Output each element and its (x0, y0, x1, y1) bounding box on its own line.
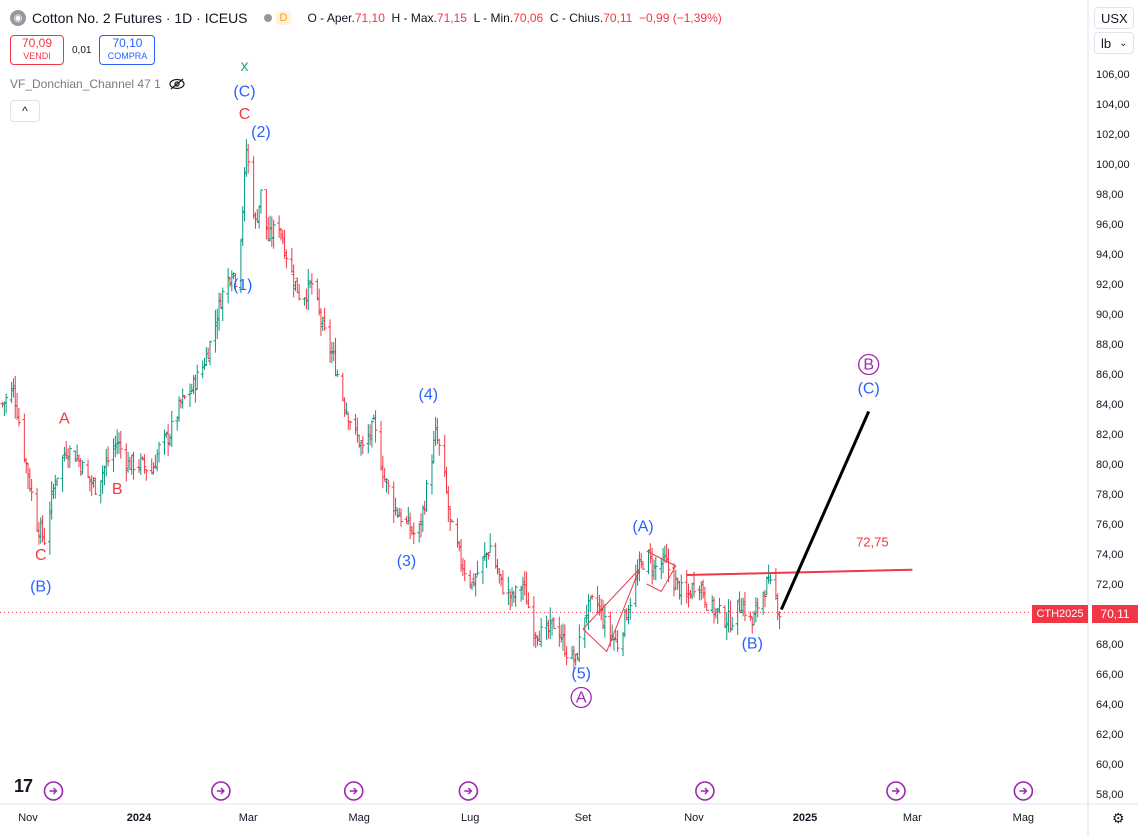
y-tick-label: 102,00 (1096, 129, 1130, 141)
wave-label: C (35, 547, 47, 564)
x-tick-label: Nov (18, 812, 38, 824)
wave-label: (2) (251, 124, 271, 141)
resistance-label: 72,75 (856, 535, 889, 550)
wave-label: C (239, 106, 251, 123)
event-marker-icon (43, 781, 64, 801)
wave-label: B (112, 481, 123, 498)
wave-circle (858, 353, 880, 376)
event-marker-icon (886, 781, 906, 801)
y-tick-label: 98,00 (1096, 189, 1124, 201)
wave-label: (5) (571, 666, 591, 683)
y-tick-label: 88,00 (1096, 339, 1124, 351)
y-tick-label: 78,00 (1096, 489, 1124, 501)
spread-value: 0,01 (72, 44, 92, 56)
x-tick-label: Lug (461, 812, 479, 824)
symbol-title[interactable]: Cotton No. 2 Futures · 1D · ICEUS (32, 10, 248, 26)
y-tick-label: 84,00 (1096, 399, 1124, 411)
x-tick-label: Mar (239, 812, 258, 824)
wave-label: A (59, 411, 70, 428)
y-tick-label: 94,00 (1096, 249, 1124, 261)
y-tick-label: 62,00 (1096, 729, 1124, 741)
wave-label: (A) (632, 519, 653, 536)
sell-button[interactable]: 70,09 VENDI (10, 35, 64, 65)
x-tick-label: Nov (684, 812, 704, 824)
wave-label: (B) (742, 636, 763, 653)
wave-label: A (576, 690, 587, 707)
last-price-tag: 70,11 (1092, 605, 1138, 623)
indicator-label[interactable]: VF_Donchian_Channel 47 1 (10, 77, 161, 91)
x-tick-label: Mag (1013, 812, 1034, 824)
wave-label: (1) (233, 277, 253, 294)
event-arrow-icon (464, 787, 473, 795)
event-arrow-icon (49, 787, 58, 795)
wave-label: (4) (419, 387, 439, 404)
ohlc-values: O - Aper.71,10 H - Max.71,15 L - Min.70,… (307, 11, 722, 25)
indicator-legend[interactable]: VF_Donchian_Channel 47 1 (10, 77, 185, 91)
tradingview-logo-icon[interactable]: 17 (14, 776, 33, 796)
y-tick-label: 64,00 (1096, 699, 1124, 711)
y-tick-label: 66,00 (1096, 669, 1124, 681)
y-tick-label: 58,00 (1096, 789, 1124, 801)
event-arrow-icon (349, 787, 358, 795)
event-marker-icon (1013, 781, 1034, 801)
y-tick-label: 72,00 (1096, 579, 1124, 591)
market-status-icon[interactable] (263, 14, 272, 22)
eye-hidden-icon[interactable] (169, 78, 185, 90)
event-arrow-icon (891, 787, 900, 795)
wave-label: B (863, 357, 874, 374)
x-tick-label: 2024 (127, 812, 152, 824)
event-arrow-icon (700, 787, 709, 795)
event-marker-icon (343, 781, 364, 801)
wave-label: (3) (397, 553, 417, 570)
wave-label: (C) (858, 381, 880, 398)
resistance-line (686, 568, 913, 576)
collapse-legend-button[interactable]: ^ (10, 100, 40, 122)
symbol-logo-icon[interactable]: ◉ (10, 10, 26, 26)
event-marker-icon (458, 781, 479, 801)
x-tick-label: Mag (348, 812, 369, 824)
wave-circle (570, 686, 592, 709)
y-tick-label: 76,00 (1096, 519, 1124, 531)
projection-line (779, 410, 871, 611)
y-tick-label: 90,00 (1096, 309, 1124, 321)
y-tick-label: 74,00 (1096, 549, 1124, 561)
x-tick-label: Mar (903, 812, 922, 824)
trade-panel: 70,09 VENDI 0,01 70,10 COMPRA (10, 35, 156, 65)
settings-gear-icon[interactable]: ⚙ (1112, 810, 1125, 826)
triangle-annotation (646, 550, 677, 593)
change-value: −0,99 (−1,39%) (639, 11, 722, 25)
currency-selector[interactable]: USX (1094, 7, 1134, 29)
chevron-down-icon: ⌄ (1119, 37, 1128, 49)
wave-label: x (241, 58, 249, 75)
y-tick-label: 80,00 (1096, 459, 1124, 471)
event-arrow-icon (1019, 787, 1028, 795)
y-tick-label: 104,00 (1096, 99, 1130, 111)
x-tick-label: 2025 (793, 812, 817, 824)
y-tick-label: 60,00 (1096, 759, 1124, 771)
event-marker-icon (211, 781, 231, 801)
y-tick-label: 106,00 (1096, 69, 1130, 81)
y-tick-label: 86,00 (1096, 369, 1124, 381)
x-tick-label: Set (575, 812, 592, 824)
y-tick-label: 68,00 (1096, 639, 1124, 651)
triangle-annotation (582, 568, 640, 653)
symbol-price-tag: CTH2025 (1032, 605, 1088, 623)
chart-header: ◉ Cotton No. 2 Futures · 1D · ICEUS D O … (10, 8, 722, 28)
y-tick-label: 82,00 (1096, 429, 1124, 441)
unit-selector[interactable]: lb ⌄ (1094, 32, 1134, 54)
wave-label: (B) (30, 579, 51, 596)
y-tick-label: 100,00 (1096, 159, 1130, 171)
event-arrow-icon (216, 787, 225, 795)
buy-button[interactable]: 70,10 COMPRA (99, 35, 156, 65)
y-tick-label: 96,00 (1096, 219, 1124, 231)
event-marker-icon (695, 781, 715, 801)
wave-label: (C) (233, 84, 255, 101)
y-tick-label: 92,00 (1096, 279, 1124, 291)
delayed-badge[interactable]: D (275, 11, 292, 25)
